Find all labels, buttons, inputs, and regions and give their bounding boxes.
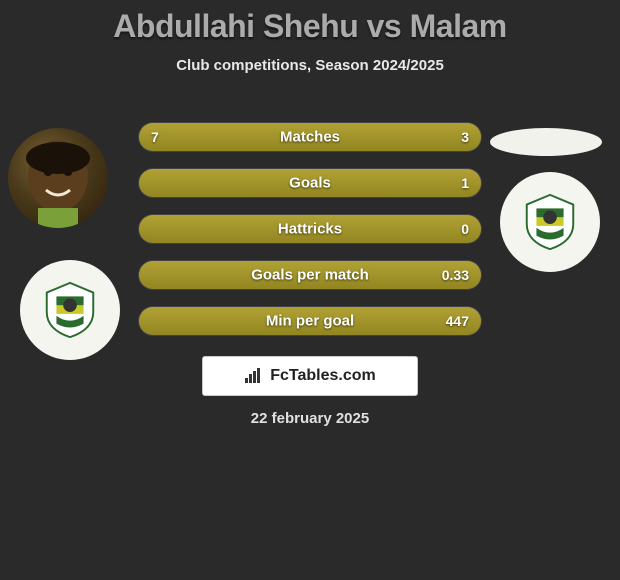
subtitle: Club competitions, Season 2024/2025 — [0, 57, 620, 74]
face-icon — [8, 128, 108, 228]
stat-value-right: 3 — [461, 129, 469, 145]
page-title: Abdullahi Shehu vs Malam — [0, 8, 620, 45]
stat-value-right: 1 — [461, 175, 469, 191]
player-right-placeholder — [490, 128, 602, 156]
stat-value-right: 0.33 — [442, 267, 469, 283]
fctables-logo[interactable]: FcTables.com — [202, 356, 418, 396]
stat-value-left: 7 — [151, 129, 159, 145]
stat-label: Goals per match — [251, 267, 369, 284]
crest-icon — [519, 191, 581, 253]
logo-text: FcTables.com — [270, 367, 376, 385]
stat-value-right: 0 — [461, 221, 469, 237]
stat-row: Goals per match 0.33 — [138, 260, 482, 290]
stat-label: Matches — [280, 129, 340, 146]
stat-label: Goals — [289, 175, 331, 192]
stat-value-right: 447 — [446, 313, 469, 329]
player-left-avatar — [8, 128, 108, 228]
stat-label: Hattricks — [278, 221, 342, 238]
stat-row: 7 Matches 3 — [138, 122, 482, 152]
date-text: 22 february 2025 — [251, 410, 369, 427]
club-badge-right — [500, 172, 600, 272]
club-badge-left — [20, 260, 120, 360]
stat-row: Goals 1 — [138, 168, 482, 198]
stat-row: Hattricks 0 — [138, 214, 482, 244]
crest-icon — [39, 279, 101, 341]
bars-icon — [244, 368, 264, 384]
stat-label: Min per goal — [266, 313, 354, 330]
stat-row: Min per goal 447 — [138, 306, 482, 336]
stat-fill-right — [324, 123, 481, 151]
stats-container: 7 Matches 3 Goals 1 Hattricks 0 Goals pe… — [138, 122, 482, 352]
